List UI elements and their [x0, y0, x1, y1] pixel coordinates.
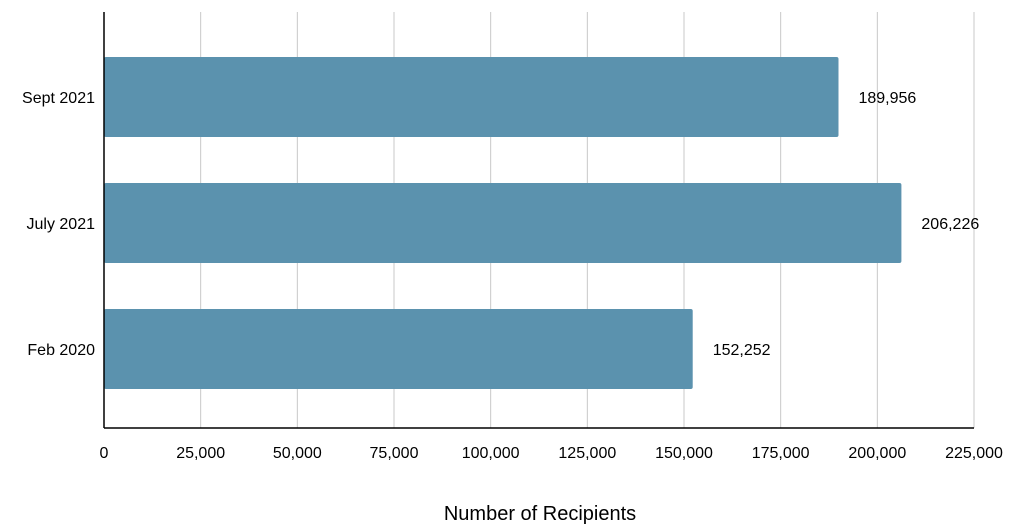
x-tick-label: 175,000	[752, 445, 810, 462]
x-tick-label: 50,000	[273, 445, 322, 462]
labels: 0 25,000 50,000 75,000 100,000 125,000 150,000…	[22, 90, 1003, 462]
y-category-label: Sept 2021	[22, 90, 95, 107]
x-tick-label: 25,000	[176, 445, 225, 462]
x-tick-label: 100,000	[462, 445, 520, 462]
bars	[104, 57, 902, 389]
bar-value-label: 189,956	[858, 90, 916, 107]
bar-value-label: 152,252	[713, 342, 771, 359]
x-tick-label: 225,000	[945, 445, 1003, 462]
bar	[104, 309, 693, 389]
bar	[104, 183, 902, 263]
x-tick-label: 200,000	[848, 445, 906, 462]
x-tick-label: 75,000	[370, 445, 419, 462]
y-category-label: Feb 2020	[27, 342, 95, 359]
y-category-label: July 2021	[27, 216, 96, 233]
x-tick-label: 150,000	[655, 445, 713, 462]
x-axis-title: Number of Recipients	[444, 503, 636, 525]
bar-value-label: 206,226	[921, 216, 979, 233]
x-tick-label: 0	[100, 445, 109, 462]
axes	[103, 12, 974, 429]
x-tick-label: 125,000	[558, 445, 616, 462]
bar	[104, 57, 839, 137]
